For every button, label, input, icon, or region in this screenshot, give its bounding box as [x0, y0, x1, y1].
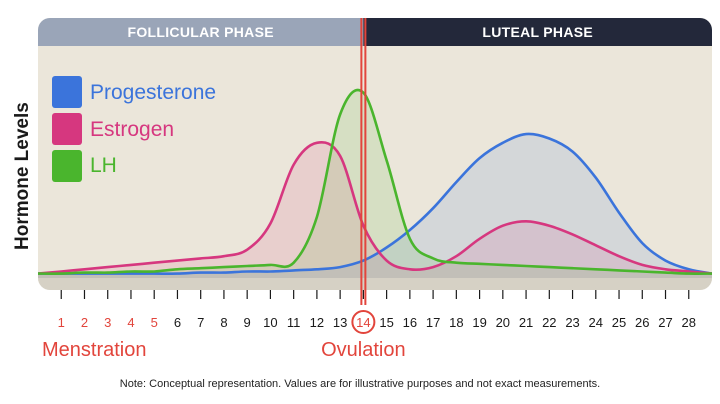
x-tick-label: 2 — [81, 315, 88, 330]
x-tick-label: 28 — [682, 315, 696, 330]
x-tick-label: 20 — [496, 315, 510, 330]
legend-label-estrogen: Estrogen — [90, 118, 174, 141]
x-tick-label: 25 — [612, 315, 626, 330]
x-tick-label: 12 — [310, 315, 324, 330]
menstration-label: Menstration — [42, 339, 147, 361]
x-tick-label: 22 — [542, 315, 556, 330]
x-tick-label: 3 — [104, 315, 111, 330]
x-tick-label: 10 — [263, 315, 277, 330]
progesterone-area — [38, 133, 712, 278]
x-tick-label: 15 — [379, 315, 393, 330]
ovulation-day-circle — [351, 310, 376, 334]
luteal-phase-label: LUTEAL PHASE — [482, 24, 593, 40]
lh-area — [38, 89, 712, 278]
series-lines — [38, 88, 712, 275]
x-tick-label: 6 — [174, 315, 181, 330]
estrogen-area — [38, 142, 712, 278]
x-tick-label: 16 — [403, 315, 417, 330]
legend-label-lh: LH — [90, 154, 117, 177]
x-tick-label: 13 — [333, 315, 347, 330]
x-tick-label: 11 — [287, 315, 301, 330]
footnote: Note: Conceptual representation. Values … — [119, 378, 601, 390]
x-tick-label: 5 — [151, 315, 158, 330]
x-tick-label: 26 — [635, 315, 649, 330]
plot-bottom-band — [38, 278, 712, 290]
y-axis-label: Hormone Levels — [12, 102, 33, 250]
ovulation-label: Ovulation — [321, 339, 406, 361]
x-tick-label: 14 — [356, 315, 370, 330]
x-tick-label: 19 — [472, 315, 486, 330]
legend-label-progesterone: Progesterone — [90, 81, 216, 104]
x-tick-label: 1 — [58, 315, 65, 330]
estrogen-line — [38, 141, 712, 275]
x-tick-label: 18 — [449, 315, 463, 330]
x-tick-label: 21 — [519, 315, 533, 330]
lh-line — [38, 88, 712, 275]
x-tick-label: 8 — [220, 315, 227, 330]
x-tick-label: 7 — [197, 315, 204, 330]
x-tick-label: 24 — [589, 315, 603, 330]
x-tick-label: 17 — [426, 315, 440, 330]
x-tick-label: 9 — [244, 315, 251, 330]
follicular-phase-label: FOLLICULAR PHASE — [128, 24, 274, 40]
legend-swatch-lh — [52, 150, 82, 182]
legend: Progesterone Estrogen LH — [52, 76, 216, 182]
x-tick-label: 23 — [565, 315, 579, 330]
follicular-phase-header — [38, 18, 364, 46]
x-axis-ticks: 1 2 3 4 5 6 7 8 9 10 11 12 13 14 15 16 17 18 19 20 21 22 23 24 2… — [58, 290, 696, 334]
luteal-phase-header — [363, 18, 712, 46]
progesterone-line — [38, 132, 712, 275]
x-tick-label: 4 — [127, 315, 134, 330]
legend-swatch-progesterone — [52, 76, 82, 108]
series-areas — [38, 89, 712, 278]
x-tick-label: 27 — [658, 315, 672, 330]
legend-swatch-estrogen — [52, 113, 82, 145]
